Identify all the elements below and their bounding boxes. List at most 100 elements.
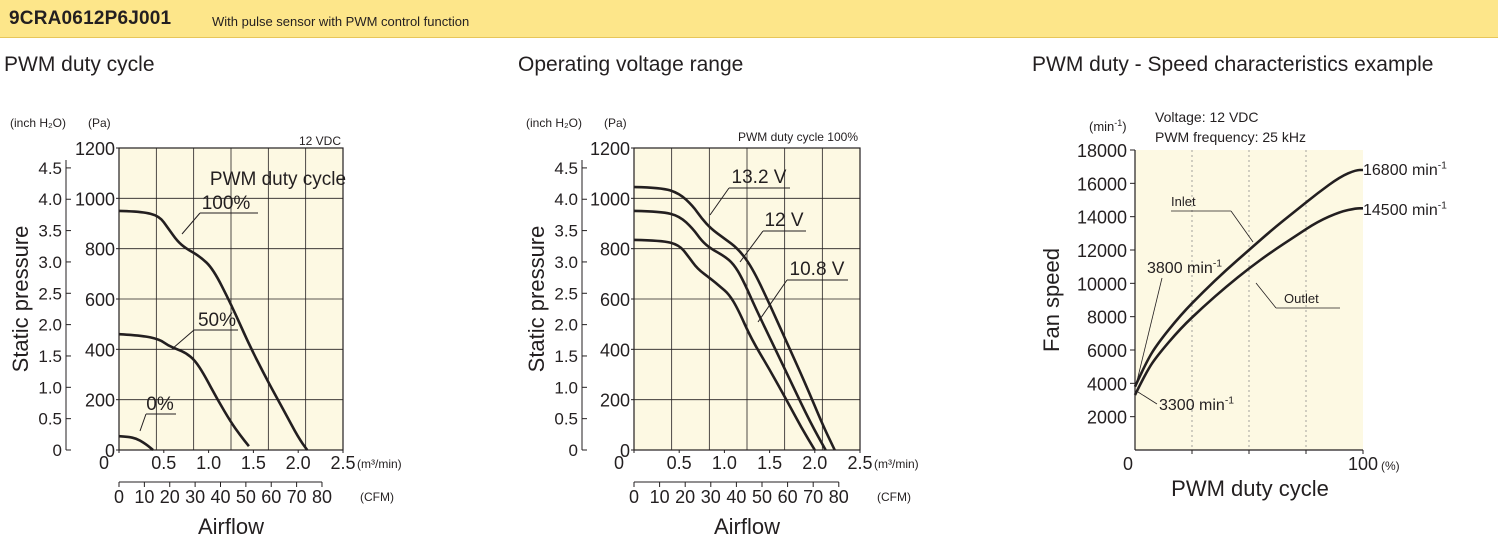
y-tick-speed: 2000 [1087,408,1127,428]
y-tick-pa: 400 [600,340,630,360]
y-tick-pa: 0 [105,441,115,461]
cfm-tick-label: 10 [650,487,670,507]
series-label-2: 0% [146,394,174,415]
cfm-tick-label: 80 [829,487,849,507]
cfm-tick-label: 30 [185,487,205,507]
y-tick-speed: 10000 [1077,274,1127,294]
x-tick-label: 0.5 [151,453,176,473]
series-line-13-2-V [633,185,836,451]
y-tick-speed: 8000 [1087,308,1127,328]
y-tick-inch: 0 [569,441,578,460]
x-axis-label: Airflow [198,514,264,539]
y-tick-inch: 3.0 [38,253,62,272]
y-tick-pa: 1000 [75,189,115,209]
y-tick-inch: 1.5 [554,347,578,366]
cfm-tick-label: 10 [134,487,154,507]
x-tick-label: 100 [1348,454,1378,474]
label-leader [709,187,730,216]
x-tick-label: 1.0 [196,453,221,473]
y-tick-inch: 2.5 [38,284,62,303]
cfm-tick-label: 70 [803,487,823,507]
y-tick-pa: 400 [85,340,115,360]
cfm-tick-label: 60 [261,487,281,507]
chart1-title: PWM duty cycle [4,53,155,76]
series-label-inlet: Inlet [1171,194,1196,209]
condition-frequency: PWM frequency: 25 kHz [1155,129,1306,145]
series-line-12-V [633,209,827,451]
label-leader [171,329,195,350]
cfm-tick-label: 0 [629,487,639,507]
y-tick-pa: 800 [85,240,115,260]
chart1-legend-title: PWM duty cycle [210,169,346,190]
x-tick-label: 0.5 [667,453,692,473]
y-tick-inch: 4.0 [38,190,62,209]
y-tick-inch: 4.5 [554,159,578,178]
y-tick-pa: 600 [85,290,115,310]
series-label-outlet: Outlet [1284,291,1319,306]
x-unit-percent: (%) [1381,459,1400,473]
y-tick-inch: 2.0 [554,316,578,335]
y-tick-pa: 600 [600,290,630,310]
y-tick-pa: 0 [620,441,630,461]
annotation-outlet-start: 3300 min-1 [1159,396,1234,414]
cfm-tick-label: 60 [778,487,798,507]
y-tick-inch: 4.0 [554,190,578,209]
x-unit-m3: (m³/min) [357,457,402,471]
series-label-1: 50% [198,310,236,331]
y-tick-pa: 200 [85,391,115,411]
x-tick-label: 1.0 [712,453,737,473]
label-leader [757,279,788,323]
cfm-tick-label: 20 [160,487,180,507]
series-line-50- [118,332,250,448]
label-leader [139,413,147,432]
series-line-100- [118,209,309,451]
y-tick-speed: 6000 [1087,341,1127,361]
cfm-tick-label: 0 [114,487,124,507]
cfm-tick-label: 40 [210,487,230,507]
chart3-title: PWM duty - Speed characteristics example [1032,53,1434,76]
y-tick-inch: 0.5 [554,410,578,429]
cfm-tick-label: 50 [236,487,256,507]
series-label-v1: 12 V [764,210,803,231]
y-tick-inch: 3.5 [38,222,62,241]
y-unit-inch: (inch H₂O) [526,116,582,130]
x-tick-label: 0 [1123,454,1133,474]
y-tick-inch: 0 [53,441,62,460]
annotation-outlet-end: 14500 min-1 [1363,201,1447,219]
series-label-0: 100% [202,193,251,214]
y-unit-inch: (inch H₂O) [10,116,66,130]
cfm-tick-label: 20 [675,487,695,507]
y-axis-label: Static pressure [524,226,549,373]
cfm-tick-label: 30 [701,487,721,507]
x-tick-label: 2.5 [330,453,355,473]
y-tick-inch: 1.5 [38,347,62,366]
y-tick-pa: 800 [600,240,630,260]
label-leader [181,212,201,235]
x-unit-cfm: (CFM) [360,490,394,504]
x-tick-label: 0 [614,453,624,473]
label-leader [1230,210,1254,243]
x-unit-cfm: (CFM) [877,490,911,504]
annotation-inlet-start: 3800 min-1 [1147,259,1222,277]
model-number: 9CRA0612P6J001 [9,8,172,29]
y-tick-speed: 18000 [1077,141,1127,161]
series-line-10-8-V [633,238,816,451]
x-unit-m3: (m³/min) [874,457,919,471]
series-line-inlet [1133,168,1363,388]
y-tick-pa: 200 [600,391,630,411]
x-tick-label: 2.0 [286,453,311,473]
y-tick-inch: 0.5 [38,410,62,429]
y-tick-inch: 1.0 [38,378,62,397]
x-tick-label: 1.5 [241,453,266,473]
x-tick-label: 2.0 [802,453,827,473]
y-unit-rpm: (min-1) [1089,118,1127,134]
chart2-condition: PWM duty cycle 100% [738,130,858,144]
y-unit-pa: (Pa) [88,116,111,130]
y-unit-pa: (Pa) [604,116,627,130]
y-tick-inch: 2.5 [554,284,578,303]
chart2-title: Operating voltage range [518,53,744,76]
cfm-tick-label: 80 [312,487,332,507]
x-tick-label: 2.5 [847,453,872,473]
model-description: With pulse sensor with PWM control funct… [212,14,470,29]
y-tick-speed: 16000 [1077,174,1127,194]
